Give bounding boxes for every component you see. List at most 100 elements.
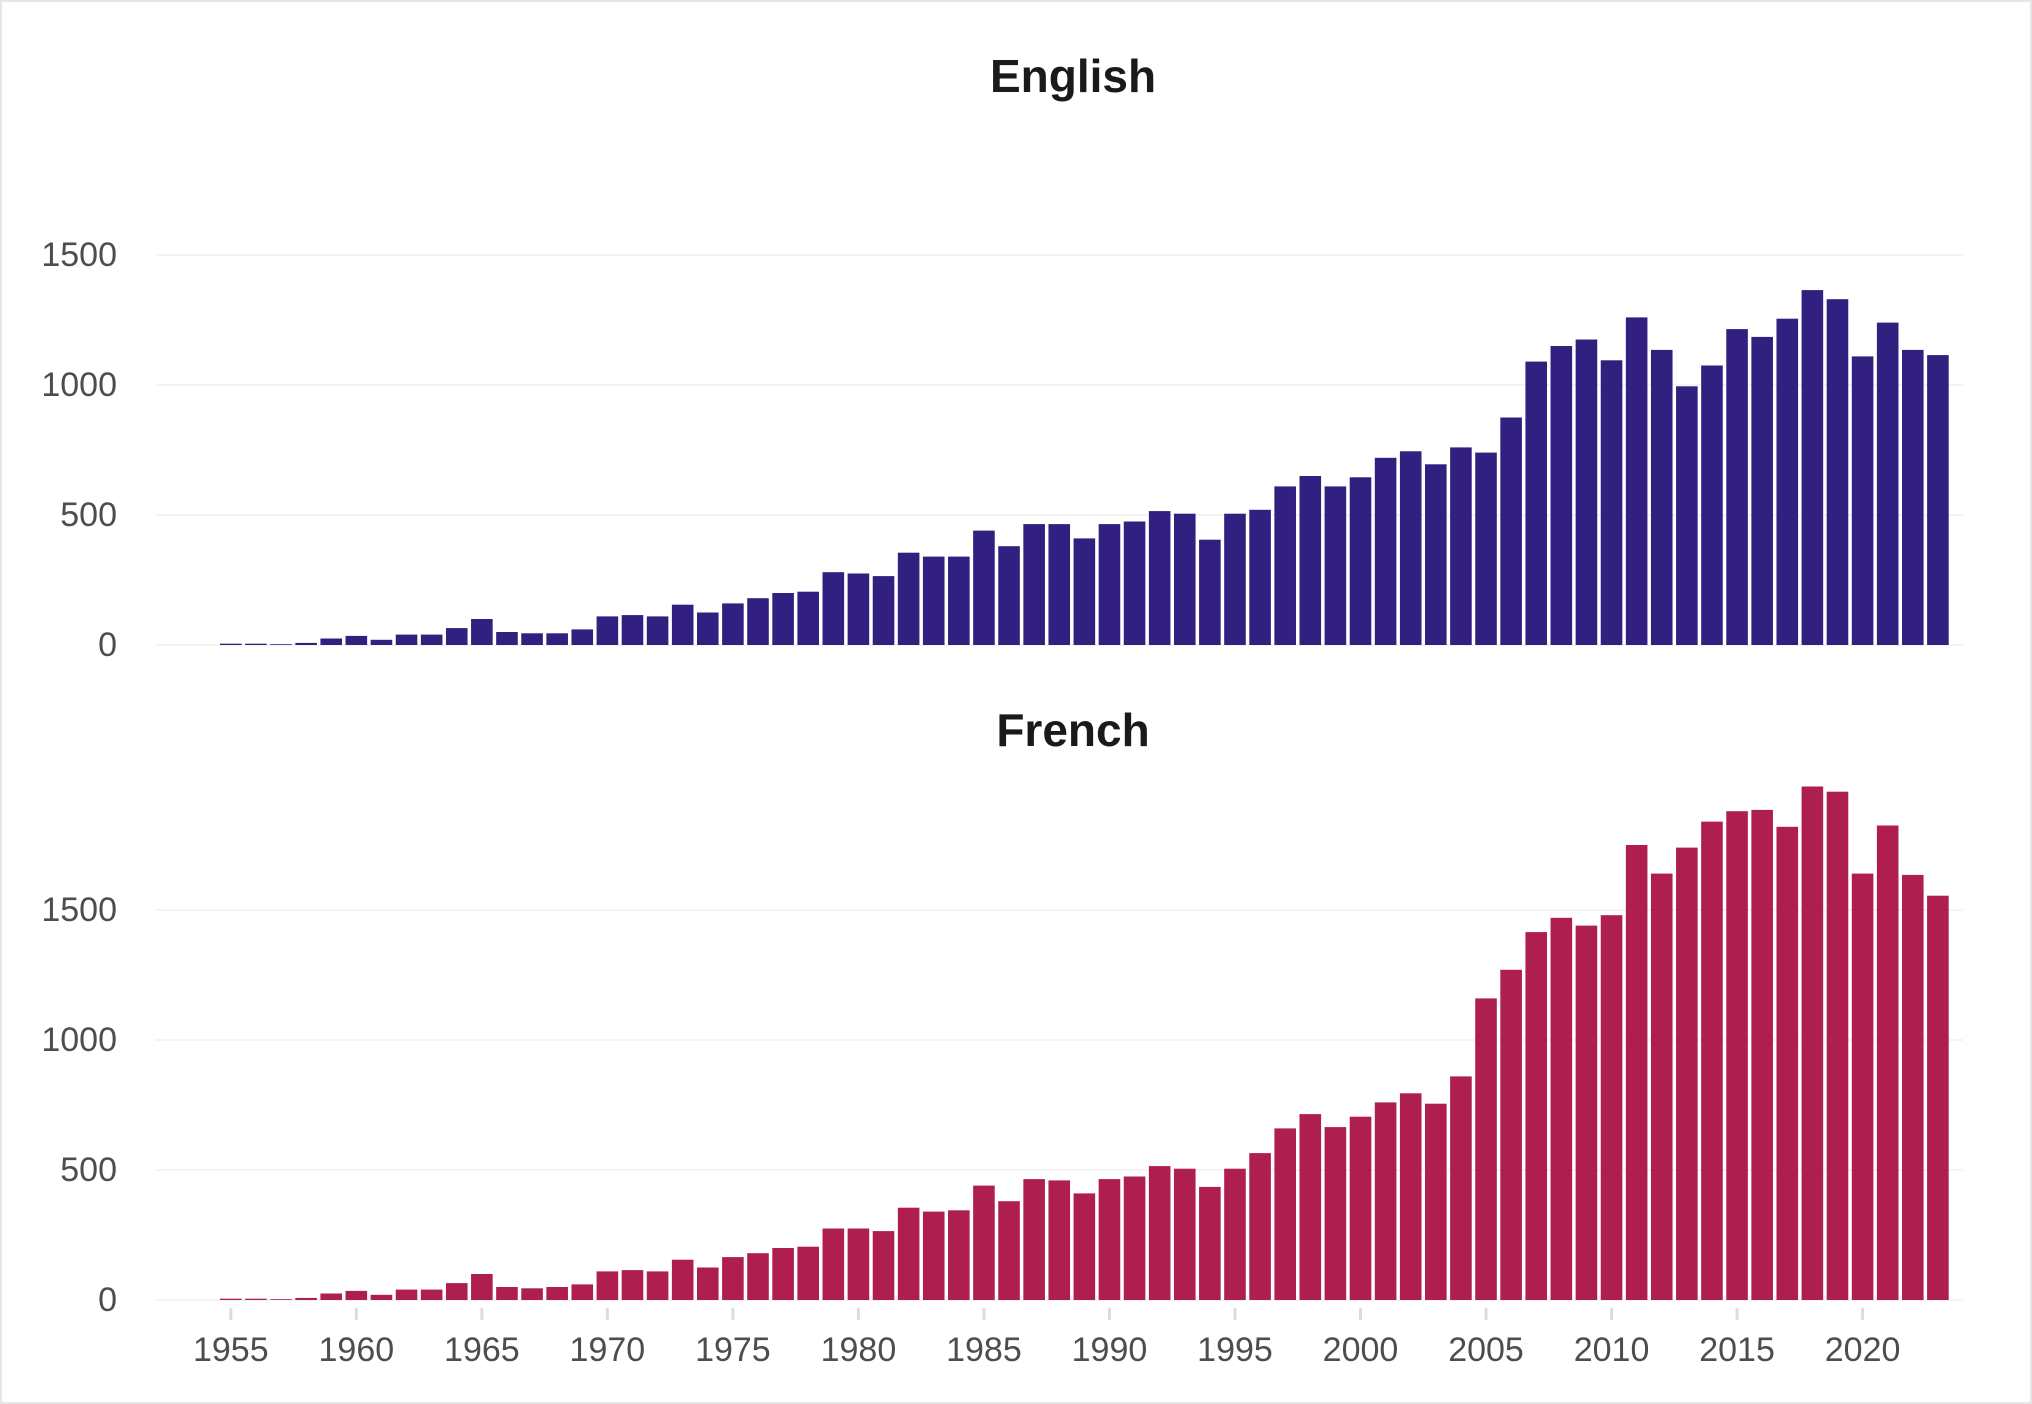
bar — [445, 628, 468, 645]
bar — [445, 1283, 468, 1300]
y-tick-label: 0 — [98, 1281, 117, 1319]
bar — [797, 1246, 820, 1300]
bar — [546, 1287, 568, 1300]
bar — [1851, 873, 1874, 1300]
bar — [646, 616, 669, 645]
bar — [220, 1298, 242, 1300]
bar — [1826, 791, 1849, 1300]
bar — [596, 616, 619, 645]
bar — [320, 638, 343, 645]
bar — [1600, 915, 1623, 1300]
bar — [496, 1287, 518, 1300]
bar — [220, 643, 242, 645]
y-tick-label: 500 — [60, 496, 117, 534]
bar — [1625, 317, 1648, 645]
bar — [948, 556, 970, 645]
bar — [1901, 349, 1924, 645]
bar — [420, 1289, 443, 1300]
bar — [1148, 511, 1171, 645]
bar — [1876, 825, 1899, 1300]
bar — [596, 1271, 619, 1300]
bar — [1173, 1168, 1196, 1300]
bar — [671, 604, 694, 645]
panel-title: French — [996, 704, 1149, 756]
bar — [998, 546, 1020, 645]
x-tick-label: 1960 — [319, 1331, 395, 1369]
x-tick-label: 1985 — [946, 1331, 1022, 1369]
bar — [1801, 290, 1824, 645]
bar — [1751, 809, 1773, 1300]
bar — [1525, 932, 1548, 1300]
bar — [621, 615, 644, 645]
bar — [471, 619, 493, 645]
bar — [1399, 451, 1422, 645]
bar — [270, 644, 292, 645]
bar — [395, 634, 418, 645]
bar — [1374, 457, 1397, 645]
bar — [1751, 336, 1773, 645]
bar — [245, 1298, 267, 1300]
bar — [1324, 486, 1347, 645]
bar — [872, 576, 895, 645]
bar — [1425, 464, 1447, 645]
bar — [696, 612, 719, 645]
bar — [1349, 1116, 1372, 1300]
bar — [420, 634, 443, 645]
bar — [320, 1293, 343, 1300]
bar — [1776, 826, 1799, 1300]
bar — [1475, 998, 1497, 1300]
bar — [345, 1290, 368, 1300]
x-tick-label: 1965 — [444, 1331, 520, 1369]
bar — [1425, 1103, 1447, 1300]
bar — [245, 643, 267, 645]
bar — [1550, 917, 1573, 1300]
bar — [1625, 845, 1648, 1300]
bar — [1098, 1179, 1121, 1300]
bar — [1851, 356, 1874, 645]
bar — [1123, 1176, 1146, 1300]
bar — [1575, 339, 1598, 645]
bar — [772, 1248, 794, 1300]
bar — [1776, 318, 1799, 645]
bar — [1274, 486, 1296, 645]
bar — [1500, 417, 1522, 645]
bar — [1650, 873, 1673, 1300]
bar — [1650, 349, 1673, 645]
bar — [471, 1274, 493, 1300]
bar — [370, 1294, 393, 1300]
bar — [747, 598, 769, 645]
x-tick-label: 1970 — [570, 1331, 646, 1369]
bar — [696, 1267, 719, 1300]
bar — [722, 1257, 744, 1300]
bar — [1349, 477, 1372, 645]
bar — [1023, 524, 1045, 645]
bar — [1148, 1166, 1171, 1300]
bar — [295, 642, 317, 645]
bar — [722, 603, 744, 645]
bar — [1450, 447, 1472, 645]
bar — [998, 1201, 1020, 1300]
bar — [1123, 521, 1146, 645]
bar — [1901, 874, 1924, 1300]
x-tick-label: 2005 — [1448, 1331, 1524, 1369]
x-tick-label: 2000 — [1323, 1331, 1399, 1369]
bar — [295, 1297, 317, 1300]
bar — [1701, 821, 1723, 1300]
bar — [345, 635, 368, 645]
bar — [1324, 1127, 1347, 1300]
y-tick-label: 1500 — [41, 236, 117, 274]
bar — [1249, 509, 1271, 645]
bar — [1600, 360, 1623, 645]
bar — [1450, 1076, 1472, 1300]
bar — [872, 1231, 895, 1300]
bar — [621, 1270, 644, 1300]
bar — [1173, 513, 1196, 645]
bar — [847, 1228, 870, 1300]
y-tick-label: 500 — [60, 1151, 117, 1189]
x-tick-label: 2010 — [1574, 1331, 1650, 1369]
bar — [1475, 452, 1497, 645]
bar — [1701, 365, 1723, 645]
bar — [571, 629, 594, 645]
bar — [395, 1289, 418, 1300]
